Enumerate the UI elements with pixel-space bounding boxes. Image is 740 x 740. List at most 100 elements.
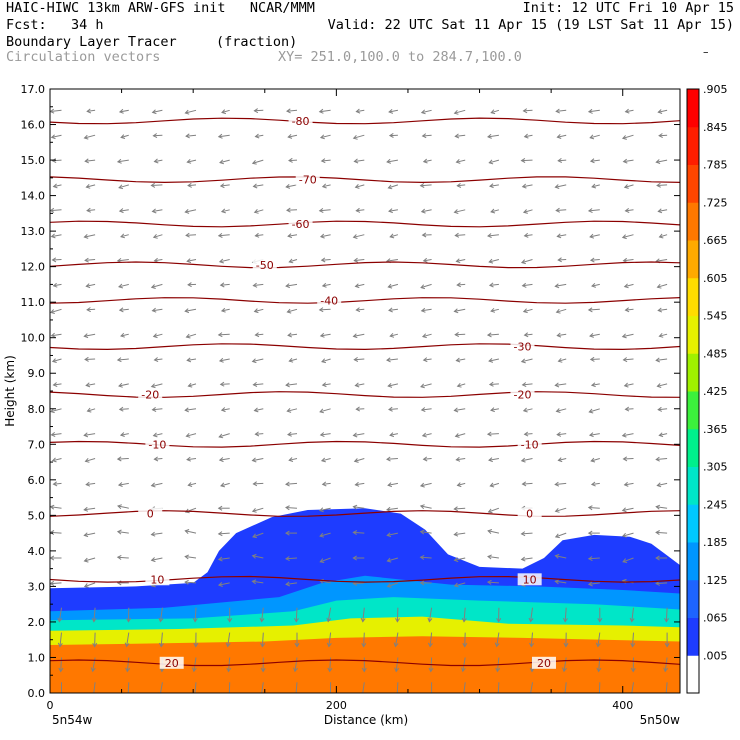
vector-arrow [427,607,433,623]
vector-arrow [355,406,365,412]
vector-arrow [220,482,230,488]
vector-arrow [84,356,96,362]
vector-arrow [184,308,197,314]
vector-arrow [86,207,96,213]
vector-arrow [50,308,62,314]
vector-arrow [488,159,500,165]
y-tick-label: 2.0 [28,616,46,629]
vector-arrow [664,607,670,623]
vector-arrow [352,530,365,536]
colorbar-label: .785 [703,159,728,172]
vector-arrow [184,109,197,115]
vector-arrow [554,579,567,585]
vector-arrow [555,108,567,114]
vector-arrow [419,554,432,560]
vector-arrow [555,408,567,413]
vector-arrow [386,582,399,588]
vector-arrow [118,406,129,412]
vector-arrow [554,382,567,388]
vector-arrow [288,457,298,462]
contour-label: -80 [292,115,310,128]
vector-arrow [623,283,634,289]
vector-arrow [621,234,634,240]
vector-arrow [421,133,432,139]
vector-arrow [453,308,466,314]
colorbar-label: .305 [703,461,728,474]
vector-arrow [119,432,129,437]
vector-arrow [285,556,298,562]
vector-arrow [455,159,466,164]
vector-arrow [521,382,533,388]
colorbar-swatch [687,277,699,316]
vector-arrow [51,358,62,363]
vector-arrow [664,632,670,648]
field-units: (fraction) [216,34,298,50]
vector-arrow [158,632,164,648]
contour-label: 20 [165,657,179,670]
vector-arrow [321,183,331,189]
vector-arrow [185,133,197,139]
vector-arrow [226,657,232,673]
vector-arrow [591,183,600,189]
vector-arrow [454,433,466,438]
vector-arrow [352,134,365,140]
vector-arrow [50,332,62,338]
vector-arrow [421,333,432,339]
vector-arrow [387,482,398,488]
vector-arrow [420,383,432,389]
colorbar-label: .365 [703,423,728,436]
vector-arrow [455,456,466,462]
vector-arrow [251,579,264,585]
vector-arrow [116,357,129,363]
contour-line [50,117,680,125]
contour-line [50,261,680,269]
vector-arrow [655,530,668,536]
vector-arrow [150,383,163,389]
vector-arrow [587,108,600,114]
vector-arrow [420,407,432,413]
contour-label: 0 [526,508,533,521]
vector-arrow [490,208,500,214]
vector-arrow [118,382,129,388]
vector-arrow [456,482,466,488]
vector-arrow [629,682,634,693]
vector-arrow [663,657,669,673]
vector-arrow [663,682,669,693]
x-tick-label: 400 [612,699,633,712]
vector-arrow [220,307,230,313]
vector-arrow [320,257,331,263]
vector-arrow [83,333,96,339]
vector-arrow [252,382,264,387]
colorbar-swatch [687,353,699,392]
contour-line [50,343,680,351]
vector-arrow [254,332,264,338]
colorbar-swatch [687,164,699,203]
vector-arrow [259,607,265,623]
vector-arrow [656,182,668,188]
vector-arrow [321,358,331,364]
vector-arrow [285,505,298,511]
vector-arrow [116,554,129,560]
colorbar-label: .485 [703,347,728,360]
y-tick-label: 3.0 [28,580,46,593]
y-axis: 0.0 1.0 2.0 3.0 4.0 5.0 6.0 7.0 8.0 9.0 10.0 11.0 12… [21,83,680,700]
vector-arrow [252,183,264,189]
vector-arrow [285,184,298,189]
vector-arrow [487,529,500,534]
vector-arrow [118,283,129,289]
vector-arrow [658,332,668,338]
vector-arrow [355,108,365,114]
vector-arrow [420,283,432,290]
vector-arrow [50,233,62,239]
vector-arrow [118,307,129,313]
vector-arrow [220,208,230,214]
vector-arrow [52,382,62,388]
vector-arrow [251,457,264,463]
vector-arrow [419,580,432,586]
x-tick-label: 0 [47,699,54,712]
vector-arrow [294,632,300,648]
vector-arrow [150,557,163,563]
contour-label: -10 [148,438,166,451]
vector-arrow [657,208,668,214]
vector-arrow [590,481,600,487]
